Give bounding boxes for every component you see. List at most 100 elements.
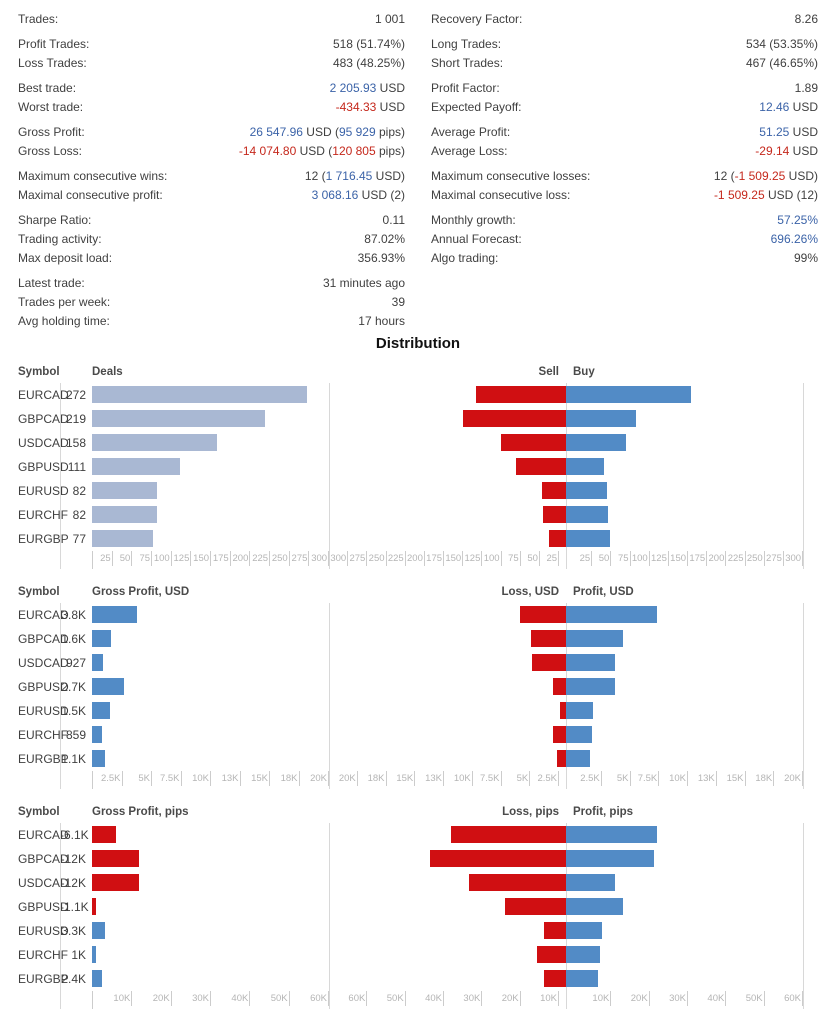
value-label: 111 <box>67 460 86 474</box>
axis-tick-label: 100 <box>482 551 502 569</box>
left-plot <box>92 407 329 431</box>
chart-row-eurchf: EURCHF 82 <box>18 503 818 527</box>
column-header-symbol: Symbol <box>18 586 60 598</box>
stat-value: 87.02% <box>364 230 405 249</box>
left-plot <box>92 455 329 479</box>
stat-value-segment: 467 (46.65%) <box>745 56 818 70</box>
axis-tick-label: 300 <box>329 551 349 569</box>
stat-value-segment: 356.93% <box>357 251 405 265</box>
axis-tick-label: 5K <box>123 771 153 789</box>
chart-row-eurgbp: EURGBP 77 <box>18 527 818 551</box>
axis-tick-label: 250 <box>367 551 387 569</box>
chart-row-eurchf: EURCHF 1K <box>18 943 818 967</box>
axis-tick-label: 18K <box>358 771 387 789</box>
axis-row: 10K 20K 30K 40K 50K 60K 60K 50K 40K 30K 20K 10K 10K 2… <box>18 991 818 1009</box>
stat-value: 12 (-1 509.25 USD) <box>714 167 818 186</box>
stat-label: Average Profit: <box>431 125 511 139</box>
axis-row: 25 50 75 100 125 150 175 200 225 250 275 300 300 275 2… <box>18 551 818 569</box>
axis-tick-label: 5K <box>602 771 631 789</box>
stat-row-maximum-consecutive-losses: Maximum consecutive losses: 12 (-1 509.25… <box>431 167 818 186</box>
chart-row-gbpcad: GBPCAD 219 <box>18 407 818 431</box>
deals-bar <box>92 386 307 403</box>
stat-value-segment: -1 509.25 <box>734 169 786 183</box>
profit-bar <box>566 874 615 891</box>
chart-row-eurcad: EURCAD -6.1K <box>18 823 818 847</box>
value-label: 3.3K <box>61 924 86 938</box>
loss-bar <box>553 678 566 695</box>
stat-value: 26 547.96 USD (95 929 pips) <box>250 123 405 142</box>
axis-spacer <box>18 771 92 789</box>
profit-bar <box>566 922 602 939</box>
value-label: 1.1K <box>61 752 86 766</box>
profit-bar <box>566 946 600 963</box>
left-plot <box>92 943 329 967</box>
right-plot <box>329 527 803 551</box>
chart-row-gbpusd: GBPUSD -1.1K <box>18 895 818 919</box>
stat-value-segment: -1 509.25 <box>713 188 765 202</box>
gross-profit-pips-bar <box>92 850 140 867</box>
symbol-label: USDCAD <box>18 436 69 450</box>
stat-row-trades: Trades: 1 001 <box>18 10 405 29</box>
value-label: 1K <box>71 948 86 962</box>
axis-tick-label: 60K <box>329 991 368 1009</box>
axis-tick-label: 125 <box>463 551 483 569</box>
loss-bar <box>505 898 566 915</box>
stat-value: -434.33 USD <box>336 98 405 117</box>
right-plot-end-line <box>803 603 804 789</box>
axis-tick-label: 150 <box>191 551 211 569</box>
right-plot <box>329 823 803 847</box>
column-header-buy: Buy <box>573 366 595 378</box>
stat-label: Monthly growth: <box>431 213 516 227</box>
symbol-label: EURUSD <box>18 924 69 938</box>
stat-value: 99% <box>794 249 818 268</box>
chart-row-eurusd: EURUSD 82 <box>18 479 818 503</box>
stat-label: Average Loss: <box>431 144 508 158</box>
axis-left: 2.5K 5K 7.5K 10K 13K 15K 18K 20K <box>92 771 329 789</box>
stats-column-right: Recovery Factor: 8.26 Long Trades: 534 (53.… <box>431 10 818 331</box>
loss-bar <box>543 970 566 987</box>
stat-value: 483 (48.25%) <box>333 54 405 73</box>
axis-tick-label: 60K <box>290 991 329 1009</box>
axis-tick-label: 10K <box>444 771 473 789</box>
loss-bar <box>531 654 566 671</box>
stat-row-long-trades: Long Trades: 534 (53.35%) <box>431 35 818 54</box>
axis-tick-label: 18K <box>746 771 775 789</box>
stat-row-avg-holding-time: Avg holding time: 17 hours <box>18 312 405 331</box>
right-plot <box>329 603 803 627</box>
axis-tick-label: 2.5K <box>573 771 602 789</box>
right-chart-headers: Loss, USD Profit, USD <box>329 581 803 603</box>
value-label: 77 <box>72 532 86 546</box>
axis-tick-label: 5K <box>502 771 531 789</box>
stat-value: 31 minutes ago <box>323 274 405 293</box>
chart-row-eurusd: EURUSD 1.5K <box>18 699 818 723</box>
stat-value: 2 205.93 USD <box>330 79 405 98</box>
axis-spacer <box>18 991 92 1009</box>
stat-row-maximum-consecutive-wins: Maximum consecutive wins: 12 (1 716.45 US… <box>18 167 405 186</box>
axis-tick-label: 30K <box>444 991 483 1009</box>
axis-tick-label: 40K <box>688 991 727 1009</box>
stat-value: -29.14 USD <box>755 142 818 161</box>
stat-value-segment: 57.25% <box>777 213 818 227</box>
stat-row-short-trades: Short Trades: 467 (46.65%) <box>431 54 818 73</box>
axis-tick-label: 10K <box>93 991 133 1009</box>
symbol-label: EURCAD <box>18 388 69 402</box>
stat-value: 696.26% <box>771 230 818 249</box>
value-label: 3.8K <box>61 608 86 622</box>
value-label: 82 <box>72 484 86 498</box>
value-label: 2.7K <box>61 680 86 694</box>
axis-spacer <box>18 551 92 569</box>
stat-label: Loss Trades: <box>18 56 87 70</box>
axis-tick-label: 15K <box>387 771 416 789</box>
right-chart-headers: Loss, pips Profit, pips <box>329 801 803 823</box>
column-header-symbol: Symbol <box>18 806 60 818</box>
symbol-label: USDCAD <box>18 656 69 670</box>
center-axis-line <box>566 383 567 569</box>
stat-value: 12.46 USD <box>759 98 818 117</box>
stat-value-segment: 26 547.96 <box>249 125 303 139</box>
stat-value-segment: 483 (48.25%) <box>332 56 405 70</box>
buy-bar <box>566 506 608 523</box>
axis-mid: 20K 18K 15K 13K 10K 7.5K 5K 2.5K <box>329 771 566 789</box>
axis-tick-label: 10K <box>521 991 559 1009</box>
axis-tick-label: 13K <box>211 771 241 789</box>
